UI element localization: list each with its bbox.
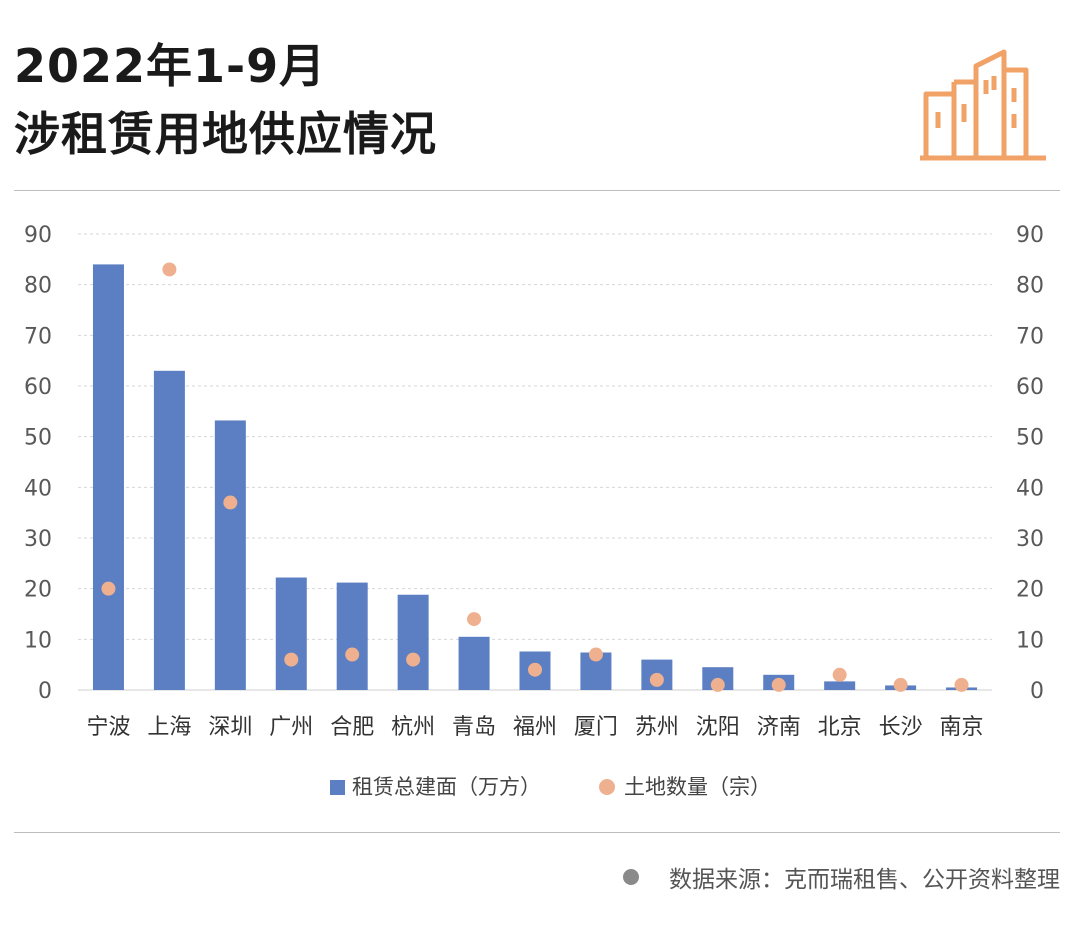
y-right-tick-label: 20 (1016, 578, 1044, 603)
x-tick-label: 上海 (147, 715, 191, 740)
legend-bar-label: 租赁总建面（万方） (352, 775, 541, 799)
bar (275, 577, 307, 690)
bar (153, 370, 185, 690)
y-left-tick-label: 0 (38, 679, 52, 704)
y-left-tick-label: 30 (24, 527, 52, 552)
scatter-point (284, 652, 299, 667)
x-tick-label: 广州 (269, 715, 313, 740)
x-tick-label: 厦门 (574, 715, 618, 740)
x-tick-label: 福州 (513, 715, 557, 740)
source-note: 数据来源：克而瑞租售、公开资料整理 (623, 860, 1060, 894)
y-right-tick-label: 0 (1030, 679, 1044, 704)
bottom-divider (14, 832, 1060, 833)
bullet-dot-icon (623, 869, 639, 885)
scatter-point (649, 672, 664, 687)
y-right-tick-label: 90 (1016, 223, 1044, 248)
x-tick-label: 杭州 (391, 715, 435, 740)
x-tick-label: 苏州 (635, 715, 679, 740)
bar (336, 582, 368, 690)
x-tick-label: 青岛 (452, 715, 496, 740)
scatter-point (710, 677, 725, 692)
y-right-tick-label: 30 (1016, 527, 1044, 552)
y-left-tick-label: 90 (24, 223, 52, 248)
page-subtitle: 涉租赁用地供应情况 (14, 107, 437, 161)
y-right-tick-label: 60 (1016, 375, 1044, 400)
legend-bar-swatch (330, 780, 345, 795)
scatter-point (771, 677, 786, 692)
x-tick-label: 沈阳 (696, 715, 740, 740)
top-divider (14, 190, 1060, 191)
x-tick-label: 南京 (940, 715, 984, 740)
scatter-point (467, 612, 482, 627)
page-title: 2022年1-9月 (14, 39, 327, 93)
legend-dot-label: 土地数量（宗） (624, 775, 771, 799)
scatter-point (101, 581, 116, 596)
bar-scatter-chart: 0 10 20 30 40 50 60 70 80 90 0 10 20 30 40 50 60 70 80 90 宁波… (24, 223, 1044, 799)
bar (214, 420, 246, 690)
scatter-point (832, 667, 847, 682)
scatter-point (588, 647, 603, 662)
x-tick-label: 合肥 (330, 715, 374, 740)
x-tick-label: 深圳 (208, 715, 252, 740)
x-tick-label: 长沙 (879, 715, 923, 740)
scatter-point (345, 647, 360, 662)
y-right-tick-label: 40 (1016, 476, 1044, 501)
y-left-tick-label: 20 (24, 578, 52, 603)
x-tick-label: 济南 (757, 715, 801, 740)
scatter-point (162, 262, 177, 277)
bar (458, 636, 490, 690)
y-left-tick-label: 40 (24, 476, 52, 501)
scatter-point (954, 677, 969, 692)
building-icon (920, 49, 1046, 161)
bar (824, 681, 856, 690)
y-right-tick-label: 70 (1016, 324, 1044, 349)
x-tick-label: 北京 (818, 715, 862, 740)
scatter-point (406, 652, 421, 667)
y-left-tick-label: 80 (24, 274, 52, 299)
x-tick-label: 宁波 (86, 715, 130, 740)
y-left-tick-label: 70 (24, 324, 52, 349)
y-left-tick-label: 50 (24, 426, 52, 451)
y-right-tick-label: 80 (1016, 274, 1044, 299)
scatter-point (223, 495, 238, 510)
y-right-tick-label: 50 (1016, 426, 1044, 451)
source-text: 数据来源：克而瑞租售、公开资料整理 (669, 867, 1060, 893)
bar (397, 594, 429, 690)
legend-dot-swatch (599, 779, 615, 795)
y-right-tick-label: 10 (1016, 628, 1044, 653)
y-left-tick-label: 60 (24, 375, 52, 400)
scatter-point (528, 662, 542, 677)
bar (92, 264, 124, 690)
scatter-point (893, 677, 908, 692)
y-left-tick-label: 10 (24, 628, 52, 653)
